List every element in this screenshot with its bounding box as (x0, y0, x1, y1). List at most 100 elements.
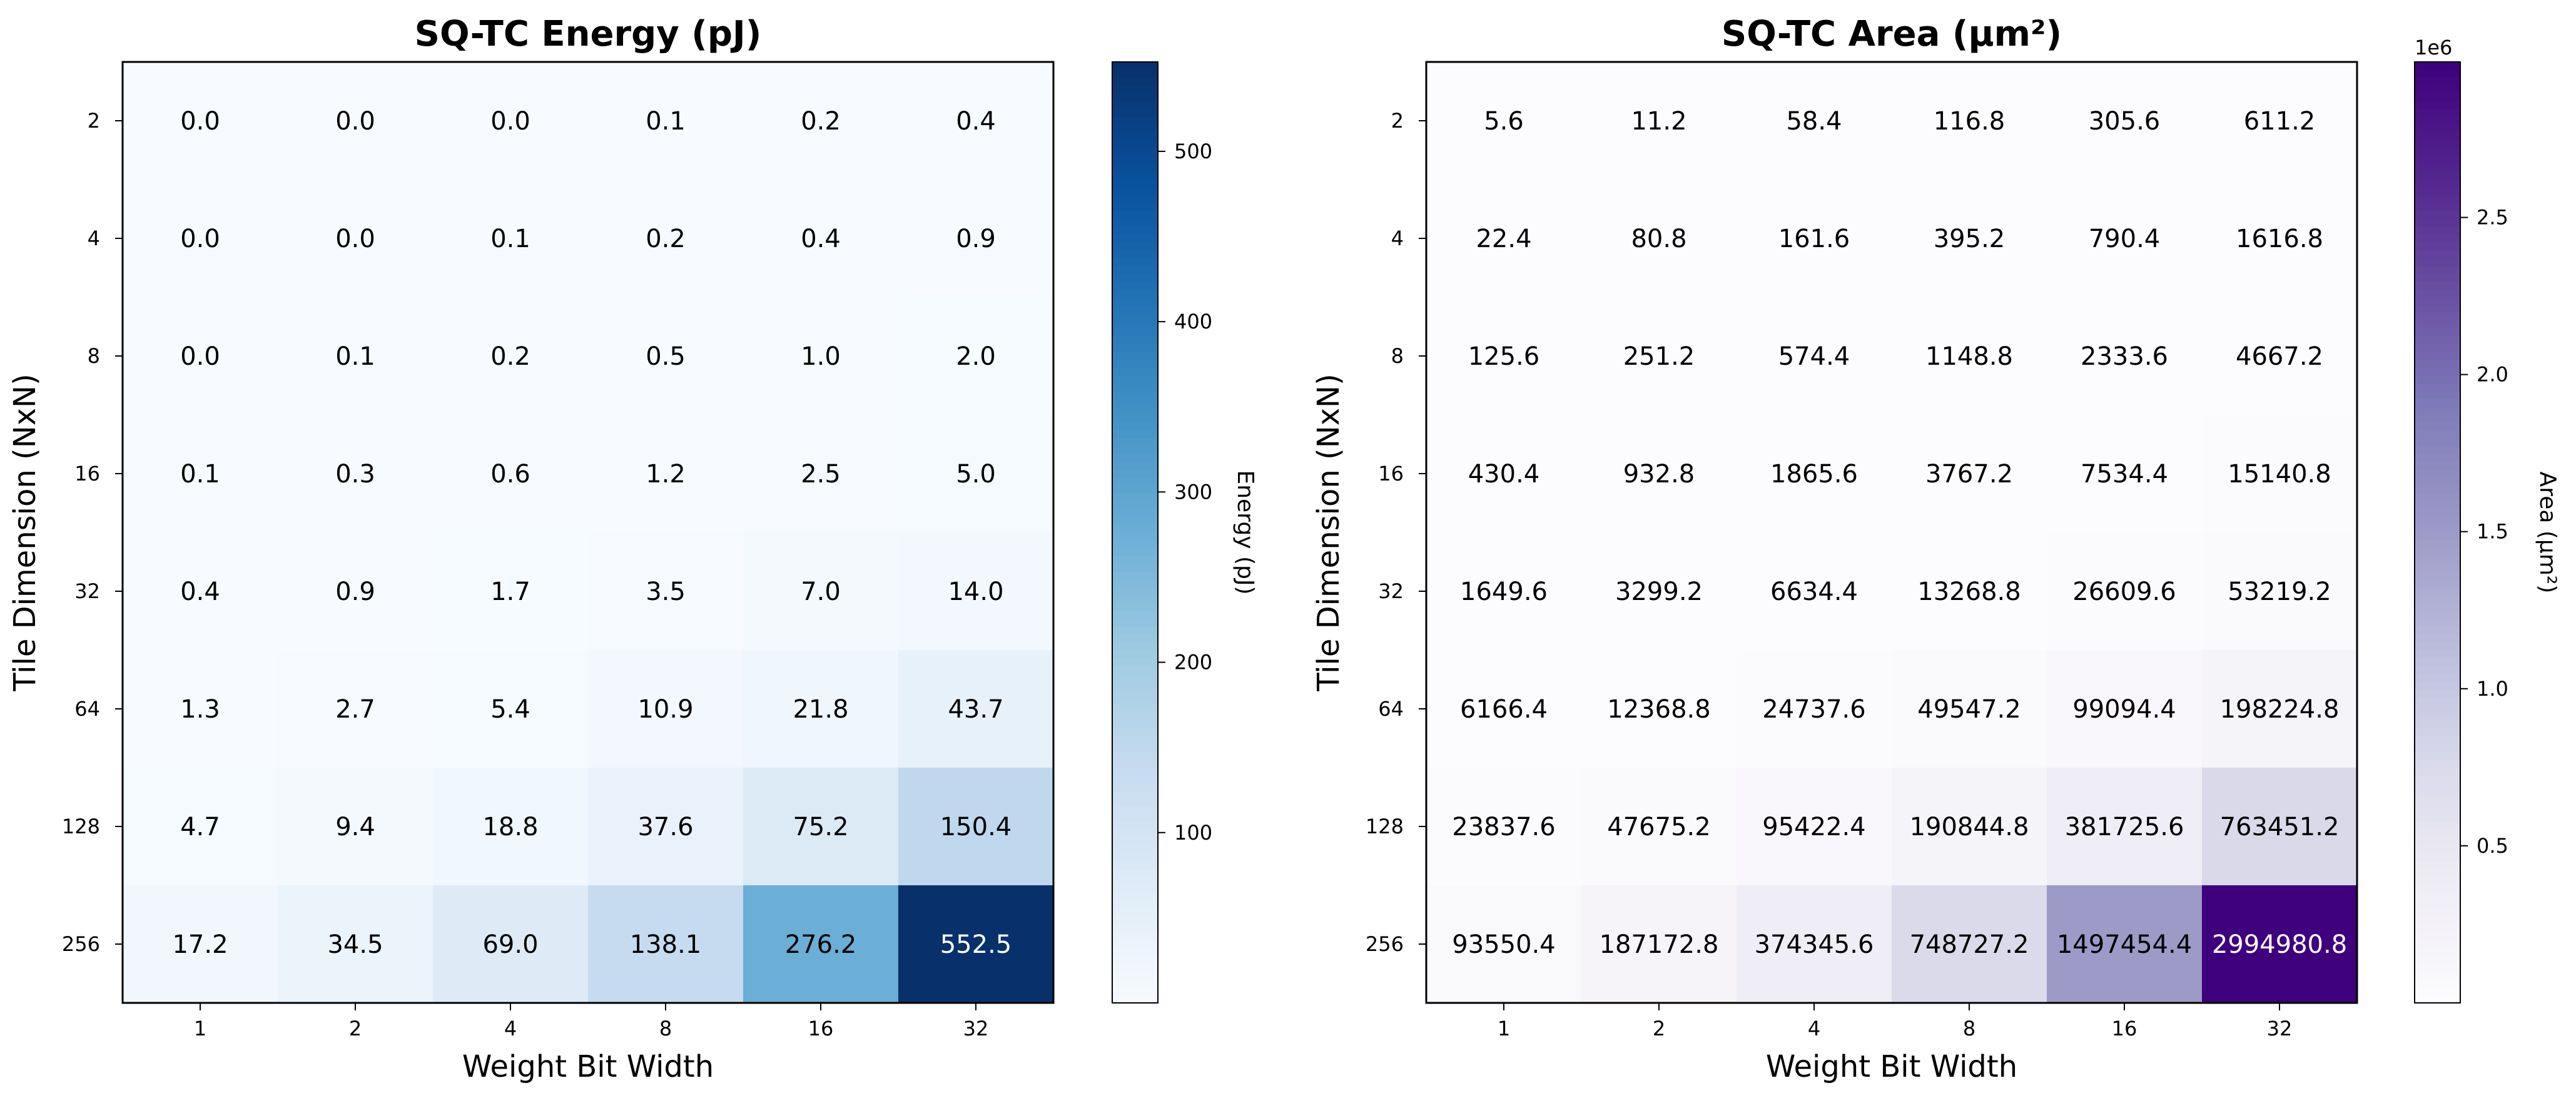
chart-title: SQ-TC Area (μm²) (1722, 14, 2062, 54)
heatmap-cell (1737, 532, 1892, 651)
colorbar-segment (2415, 806, 2460, 815)
colorbar-segment (2415, 391, 2460, 400)
heatmap-cell (1737, 415, 1892, 533)
cell-value-label: 99094.4 (2072, 695, 2176, 724)
colorbar-segment (1112, 273, 1158, 282)
x-tick-label: 32 (963, 1017, 989, 1040)
cell-value-label: 1497454.4 (2057, 930, 2192, 959)
colorbar-segment (1112, 697, 1158, 706)
colorbar-segment (2415, 344, 2460, 353)
colorbar-segment (2415, 493, 2460, 502)
colorbar-segment (2415, 713, 2460, 721)
colorbar-segment (1112, 407, 1158, 415)
colorbar-segment (2415, 877, 2460, 886)
cell-value-label: 198224.8 (2220, 695, 2340, 724)
cell-value-label: 17.2 (172, 930, 228, 959)
colorbar-tick-label: 200 (1174, 651, 1212, 674)
colorbar-segment (2415, 218, 2460, 227)
heatmap-cell (1737, 768, 1892, 886)
colorbar-segment (1112, 265, 1158, 274)
colorbar-segment (1112, 375, 1158, 384)
heatmap-cell (898, 415, 1054, 533)
colorbar-segment (1112, 454, 1158, 462)
colorbar-segment (1112, 422, 1158, 431)
cell-value-label: 47675.2 (1607, 813, 1710, 841)
cell-value-label: 0.6 (490, 460, 530, 489)
cell-value-label: 374345.6 (1755, 930, 1874, 959)
colorbar-segment (1112, 226, 1158, 235)
colorbar-segment (1112, 877, 1158, 886)
colorbar-segment (1112, 815, 1158, 823)
cell-value-label: 23837.6 (1452, 813, 1555, 841)
colorbar-segment (2415, 658, 2460, 666)
cell-value-label: 187172.8 (1600, 930, 1719, 959)
colorbar-segment (1112, 611, 1158, 619)
cell-value-label: 3767.2 (1925, 460, 2013, 489)
colorbar-segment (2415, 830, 2460, 839)
colorbar-segment (1112, 242, 1158, 251)
colorbar-segment (2415, 234, 2460, 243)
colorbar-segment (2415, 689, 2460, 698)
heatmap-cell (743, 532, 899, 651)
colorbar-segment (2415, 485, 2460, 494)
x-axis-label: Weight Bit Width (1766, 1049, 2017, 1084)
cell-value-label: 0.9 (956, 225, 996, 253)
cell-value-label: 790.4 (2089, 225, 2161, 253)
colorbar-segment (1112, 195, 1158, 204)
colorbar-segment (2415, 846, 2460, 855)
colorbar-segment (2415, 273, 2460, 282)
heatmap-cell (2047, 885, 2203, 1004)
cell-value-label: 5.6 (1484, 107, 1524, 136)
heatmap-cell (278, 885, 434, 1004)
colorbar-label: Area (μm²) (2535, 472, 2560, 594)
x-tick-label: 16 (2112, 1017, 2137, 1040)
colorbar-segment (1112, 336, 1158, 345)
colorbar-segment (1112, 218, 1158, 227)
heatmap-cell (278, 650, 434, 768)
colorbar-segment (2415, 626, 2460, 635)
colorbar-segment (2415, 579, 2460, 588)
colorbar-segment (1112, 932, 1158, 941)
colorbar-label: Energy (pJ) (1232, 470, 1258, 594)
colorbar-segment (2415, 438, 2460, 447)
colorbar-segment (1112, 446, 1158, 455)
heatmap-cell (1426, 885, 1582, 1004)
heatmap-cell (123, 532, 278, 651)
colorbar-segment (2415, 454, 2460, 462)
heatmap-cell (743, 768, 899, 886)
colorbar-segment (1112, 751, 1158, 761)
colorbar-segment (2415, 869, 2460, 878)
plot-frame (121, 61, 1055, 1004)
colorbar-offset-text: 1e6 (2415, 36, 2452, 59)
heatmap-cell (2202, 885, 2358, 1004)
colorbar-segment (1112, 587, 1158, 596)
y-tick-label: 128 (1366, 815, 1404, 838)
heatmap-cell (1892, 415, 2047, 533)
colorbar-segment (2415, 211, 2460, 220)
cell-value-label: 611.2 (2244, 107, 2316, 136)
colorbar-segment (2415, 634, 2460, 643)
heatmap-cell (588, 768, 744, 886)
cell-value-label: 125.6 (1468, 342, 1540, 371)
heatmap-cell (123, 415, 278, 533)
colorbar-segment (2415, 101, 2460, 109)
heatmap-cell (1426, 532, 1582, 651)
colorbar-tick-label: 1.5 (2477, 520, 2508, 544)
cell-value-label: 0.4 (801, 225, 841, 253)
colorbar-segment (1112, 579, 1158, 588)
heatmap-cell (898, 297, 1054, 415)
colorbar-segment (2415, 556, 2460, 564)
colorbar-segment (1112, 125, 1158, 133)
colorbar-segment (2415, 650, 2460, 659)
heatmap-cell (278, 297, 434, 415)
heatmap-cell (1581, 297, 1737, 415)
colorbar-segment (2415, 783, 2460, 792)
heatmap-cell (743, 62, 899, 180)
heatmap-cell (433, 180, 589, 298)
colorbar-segment (1112, 799, 1158, 808)
heatmap-cell (1892, 62, 2047, 180)
colorbar-segment (2415, 116, 2460, 125)
heatmap-cell (2202, 180, 2358, 298)
colorbar-segment (1112, 78, 1158, 86)
colorbar-segment (1112, 180, 1158, 188)
